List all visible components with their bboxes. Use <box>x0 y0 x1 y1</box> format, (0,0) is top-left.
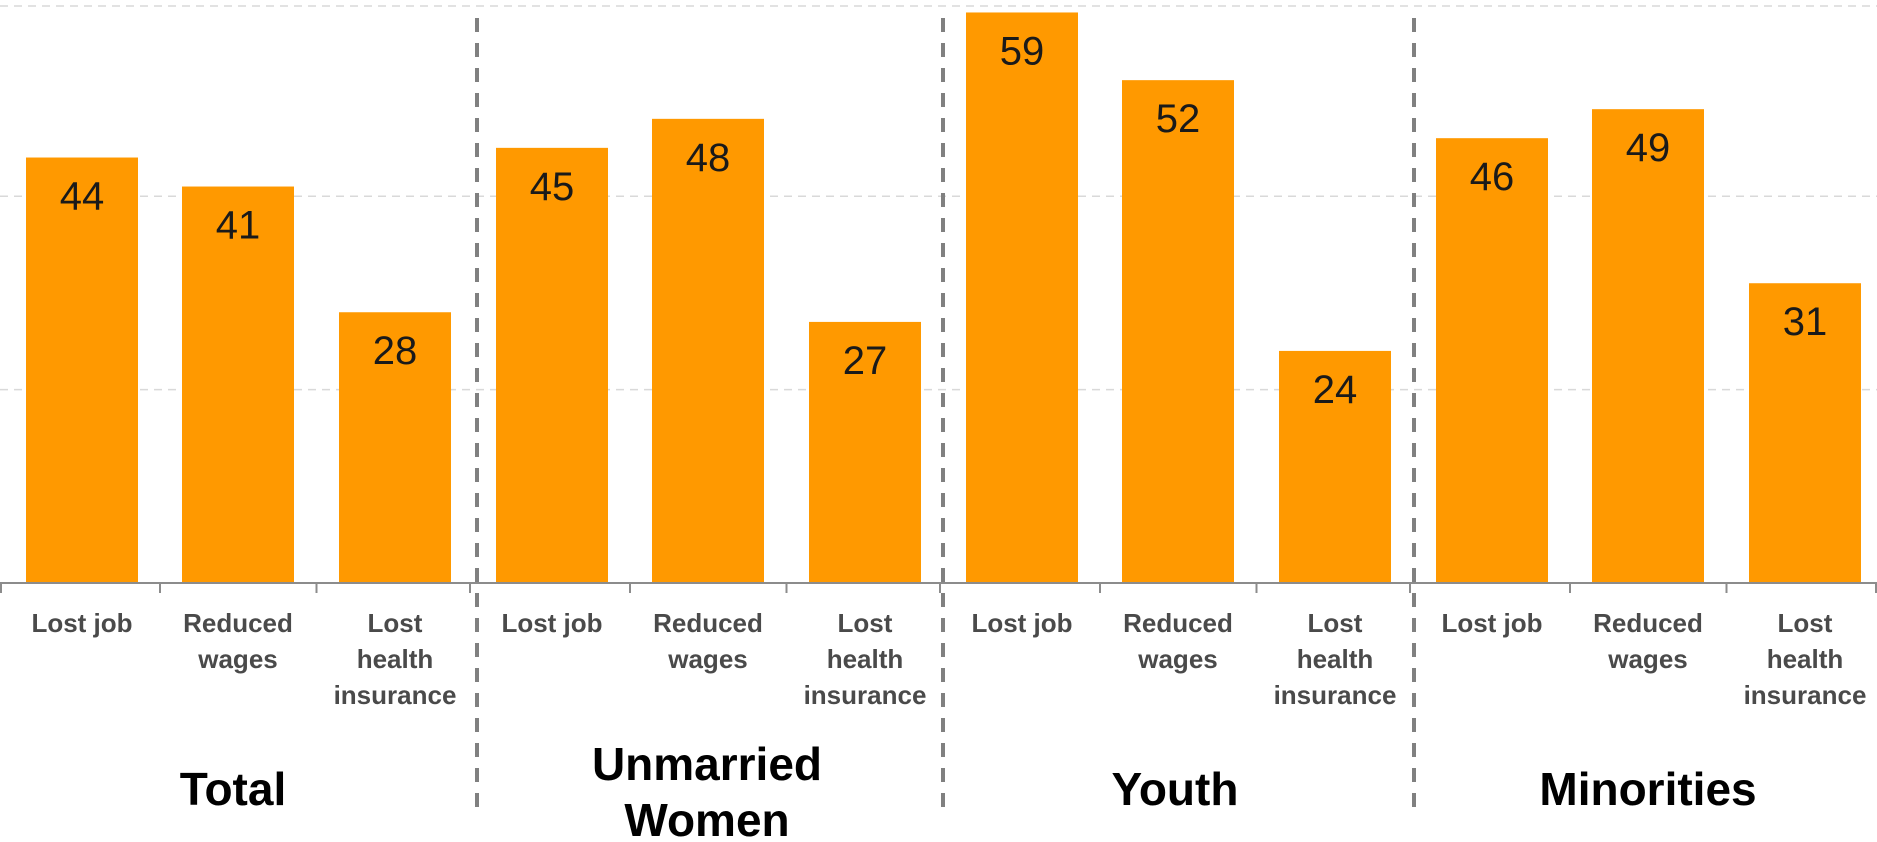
bar <box>496 147 608 583</box>
bar <box>652 118 764 583</box>
labels: 44 Lost job 41 Reduced wages 28 Lost health insu… <box>31 29 1866 842</box>
group-label: Youth <box>1112 763 1239 815</box>
bar-value-label: 28 <box>373 329 418 373</box>
category-label: Lost health insurance <box>1274 608 1397 710</box>
category-label: Lost health insurance <box>334 608 457 710</box>
category-label: Lost job <box>1441 608 1542 638</box>
category-label: Lost job <box>971 608 1072 638</box>
category-label: Reduced wages <box>653 608 763 674</box>
bar <box>1749 283 1861 583</box>
bar <box>1436 138 1548 583</box>
group-dividers <box>475 18 1416 818</box>
category-label: Reduced wages <box>1123 608 1233 674</box>
category-label: Lost job <box>31 608 132 638</box>
bar-value-label: 31 <box>1783 300 1828 344</box>
category-label: Lost health insurance <box>1744 608 1867 710</box>
group-label: Total <box>180 763 286 815</box>
category-label: Lost health insurance <box>804 608 927 710</box>
gridlines <box>0 5 1877 391</box>
bar-value-label: 24 <box>1313 368 1358 412</box>
bar <box>1592 109 1704 584</box>
bar-value-label: 48 <box>686 136 731 180</box>
group-label: Minorities <box>1539 763 1756 815</box>
bar <box>809 321 921 583</box>
x-axis <box>0 582 1877 593</box>
category-label: Reduced wages <box>183 608 293 674</box>
bar-value-label: 44 <box>60 175 105 219</box>
bar-value-label: 45 <box>530 165 575 209</box>
category-label: Lost job <box>501 608 602 638</box>
group-label: Unmarried Women <box>592 738 822 842</box>
bar <box>26 157 138 583</box>
category-label: Reduced wages <box>1593 608 1703 674</box>
bar-value-label: 59 <box>1000 29 1045 73</box>
bar <box>182 186 294 583</box>
bar <box>1122 80 1234 583</box>
bar-value-label: 49 <box>1626 126 1671 170</box>
bar-value-label: 41 <box>216 204 261 248</box>
bar-value-label: 27 <box>843 339 888 383</box>
bar-value-label: 46 <box>1470 155 1515 199</box>
bars <box>26 12 1861 584</box>
bar <box>966 12 1078 584</box>
bar-value-label: 52 <box>1156 97 1201 141</box>
bar <box>339 312 451 583</box>
bar <box>1279 350 1391 583</box>
